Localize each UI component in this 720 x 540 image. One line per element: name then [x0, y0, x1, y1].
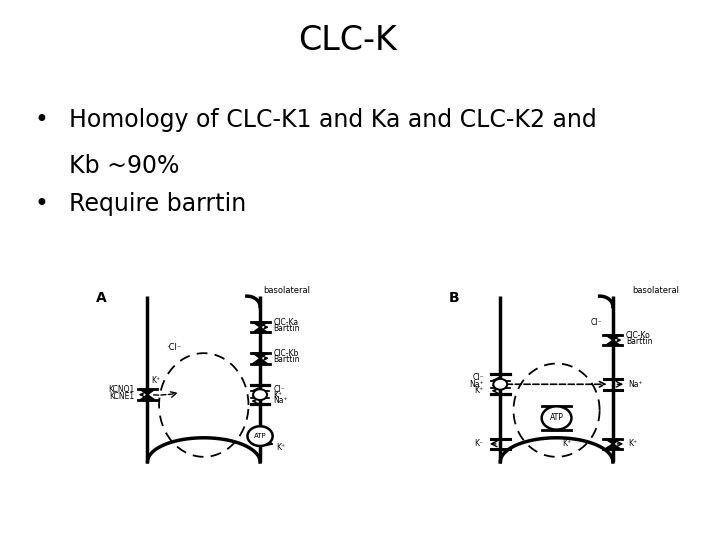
Text: KCNQ1: KCNQ1 [108, 386, 134, 394]
Text: K⁺: K⁺ [562, 440, 571, 448]
Text: basolateral: basolateral [632, 286, 680, 295]
Text: KCNE1: KCNE1 [109, 392, 134, 401]
Text: Cl⁻: Cl⁻ [590, 318, 602, 327]
Polygon shape [606, 444, 620, 449]
Text: A: A [96, 291, 107, 305]
Text: Na⁺: Na⁺ [628, 380, 642, 389]
Text: Kb ~90%: Kb ~90% [69, 154, 180, 178]
Text: Homology of CLC-K1 and Ka and CLC-K2 and: Homology of CLC-K1 and Ka and CLC-K2 and [69, 108, 597, 132]
Polygon shape [606, 340, 620, 346]
Polygon shape [606, 335, 620, 340]
Text: ·Cl⁻: ·Cl⁻ [166, 343, 181, 353]
Polygon shape [253, 327, 267, 333]
Text: ATP: ATP [253, 433, 266, 439]
Text: Cl⁻: Cl⁻ [472, 373, 484, 382]
Text: ClC-Kb: ClC-Kb [274, 349, 299, 358]
Text: Require barrtin: Require barrtin [69, 192, 247, 215]
Text: Barttin: Barttin [626, 337, 652, 346]
Polygon shape [253, 322, 267, 327]
Text: Na⁺: Na⁺ [469, 380, 484, 389]
Text: Barttin: Barttin [274, 355, 300, 364]
Text: K⁺: K⁺ [474, 386, 484, 395]
Text: K⁺: K⁺ [151, 376, 161, 385]
Polygon shape [606, 439, 620, 444]
Text: K⁺: K⁺ [628, 440, 637, 448]
Polygon shape [253, 359, 267, 363]
Circle shape [541, 406, 572, 430]
Text: Cl⁻: Cl⁻ [274, 386, 285, 394]
Text: ClC-Ko: ClC-Ko [626, 331, 651, 340]
Text: B: B [449, 291, 459, 305]
Polygon shape [253, 353, 267, 359]
Polygon shape [140, 389, 155, 395]
Text: K⁺: K⁺ [276, 443, 286, 453]
Text: ClC-Ka: ClC-Ka [274, 318, 298, 327]
Text: Na⁺: Na⁺ [274, 396, 288, 405]
Text: •: • [35, 192, 48, 215]
Circle shape [253, 389, 267, 400]
Circle shape [493, 379, 507, 390]
Text: CLC-K: CLC-K [298, 24, 397, 57]
Text: Barttin: Barttin [274, 324, 300, 333]
Text: ATP: ATP [549, 414, 564, 422]
Text: K⁻: K⁻ [474, 440, 484, 448]
Polygon shape [140, 395, 155, 400]
Text: basolateral: basolateral [263, 286, 310, 295]
Circle shape [248, 426, 273, 446]
Text: K⁺: K⁺ [274, 390, 282, 400]
Text: •: • [35, 108, 48, 132]
